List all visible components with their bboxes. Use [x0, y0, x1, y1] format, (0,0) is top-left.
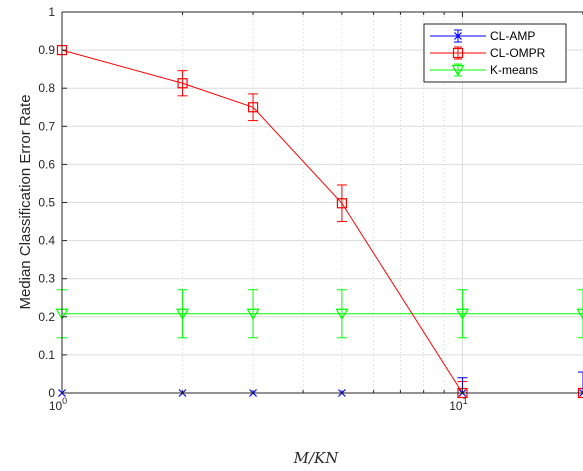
error-bar [177, 289, 188, 339]
triangle-down-marker [576, 308, 583, 320]
grid [61, 12, 583, 393]
triangle-down-marker [455, 308, 469, 320]
y-tick-label: 1 [48, 5, 55, 19]
triangle-down-marker [176, 308, 190, 320]
legend-label: CL-OMPR [490, 46, 546, 60]
x-tick-label: 101 [449, 396, 467, 413]
y-axis-label: Median Classification Error Rate [17, 94, 34, 309]
x-tick-exponent: 1 [463, 396, 468, 406]
x-tick-base: 10 [49, 399, 63, 413]
error-bar [578, 371, 583, 393]
series-k-means [55, 289, 583, 339]
x-marker [579, 389, 583, 397]
x-tick-base: 10 [449, 399, 463, 413]
error-bar [248, 289, 259, 339]
error-bar [336, 289, 347, 339]
square-marker [452, 47, 464, 59]
legend-box [423, 23, 567, 83]
legend-entry-cl-amp: CL-AMP [430, 29, 535, 43]
y-tick-label: 0.4 [38, 234, 55, 248]
triangle-down-marker [246, 308, 260, 320]
square-marker [177, 78, 188, 89]
legend: CL-AMP CL-OMPR K-means [423, 23, 567, 83]
y-tick-label: 0 [48, 386, 55, 400]
square-marker [247, 102, 259, 113]
y-tick-label: 0.5 [38, 196, 55, 210]
y-tick-label: 0.8 [38, 81, 55, 95]
square-marker [336, 198, 348, 209]
y-tick-label: 0.2 [38, 310, 55, 324]
legend-entry-cl-ompr: CL-OMPR [430, 46, 546, 60]
error-bar [457, 289, 468, 339]
legend-label: K-means [490, 63, 538, 77]
x-tick-exponent: 0 [62, 396, 67, 406]
triangle-down-marker [335, 308, 349, 320]
y-tick-label: 0.6 [38, 157, 55, 171]
y-tick-label: 0.7 [38, 119, 55, 133]
y-tick-label: 0.1 [38, 348, 55, 362]
x-marker-stroke [454, 32, 462, 40]
x-marker-stroke [579, 392, 583, 397]
error-bar [336, 184, 347, 223]
error-bar [177, 70, 188, 97]
y-tick-label: 0.3 [38, 272, 55, 286]
error-bar [578, 289, 583, 339]
x-marker [454, 32, 462, 40]
error-bar [248, 93, 259, 122]
legend-entry-k-means: K-means [430, 63, 538, 77]
x-axis-label: M/KN [293, 449, 340, 467]
legend-label: CL-AMP [490, 29, 535, 43]
x-marker-stroke [579, 389, 583, 394]
x-tick-label: 100 [49, 396, 67, 413]
triangle-down-marker [451, 64, 465, 77]
y-tick-label: 0.9 [38, 43, 55, 57]
